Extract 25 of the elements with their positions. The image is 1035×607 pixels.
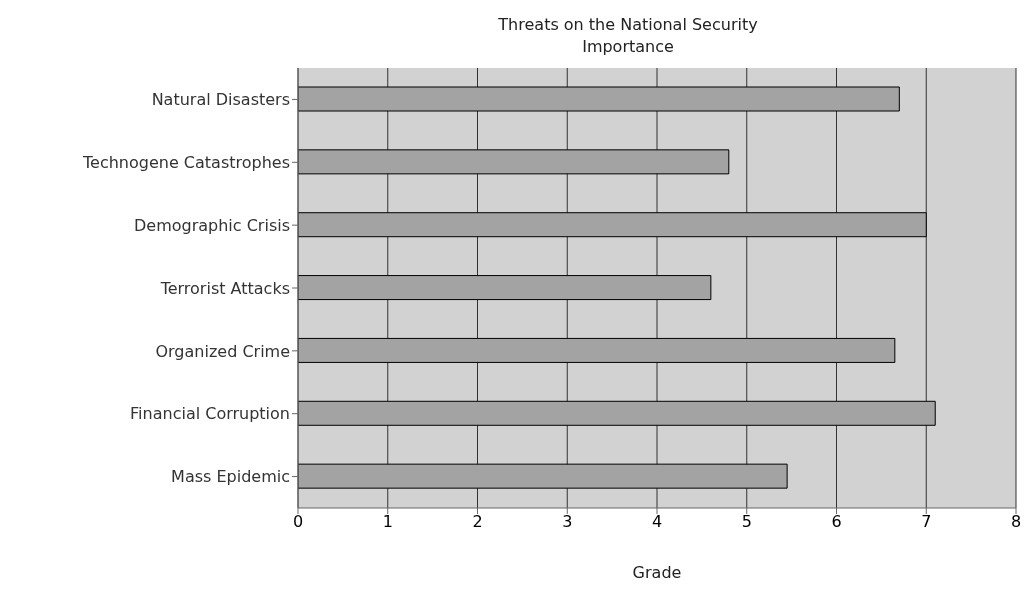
y-tick-label: Mass Epidemic [171, 467, 290, 487]
x-tick-label: 6 [831, 512, 842, 532]
x-tick-label: 2 [472, 512, 483, 532]
y-tick-label: Financial Corruption [130, 404, 290, 424]
bar [298, 463, 788, 489]
y-tick-label: Organized Crime [155, 341, 290, 361]
x-tick-label: 7 [921, 512, 932, 532]
x-tick-label: 1 [382, 512, 393, 532]
y-tick-label: Demographic Crisis [133, 215, 290, 235]
bar [298, 149, 730, 175]
bar [298, 400, 936, 426]
bar [298, 86, 900, 112]
x-axis-title: Grade [632, 563, 682, 582]
y-tick-label: Natural Disasters [151, 90, 290, 110]
y-tick-label: Technogene Catastrophes [82, 152, 290, 172]
chart-title: Threats on the National Security Importance [497, 14, 759, 58]
y-tick-label: Terrorist Attacks [159, 278, 290, 298]
x-tick-label: 0 [292, 512, 304, 532]
bar [298, 337, 896, 363]
x-tick-label: 5 [741, 512, 752, 532]
bar [298, 212, 927, 238]
x-tick-label: 4 [651, 512, 663, 532]
x-tick-label: 8 [1010, 512, 1022, 532]
x-tick-label: 3 [562, 512, 573, 532]
bar [298, 275, 712, 301]
